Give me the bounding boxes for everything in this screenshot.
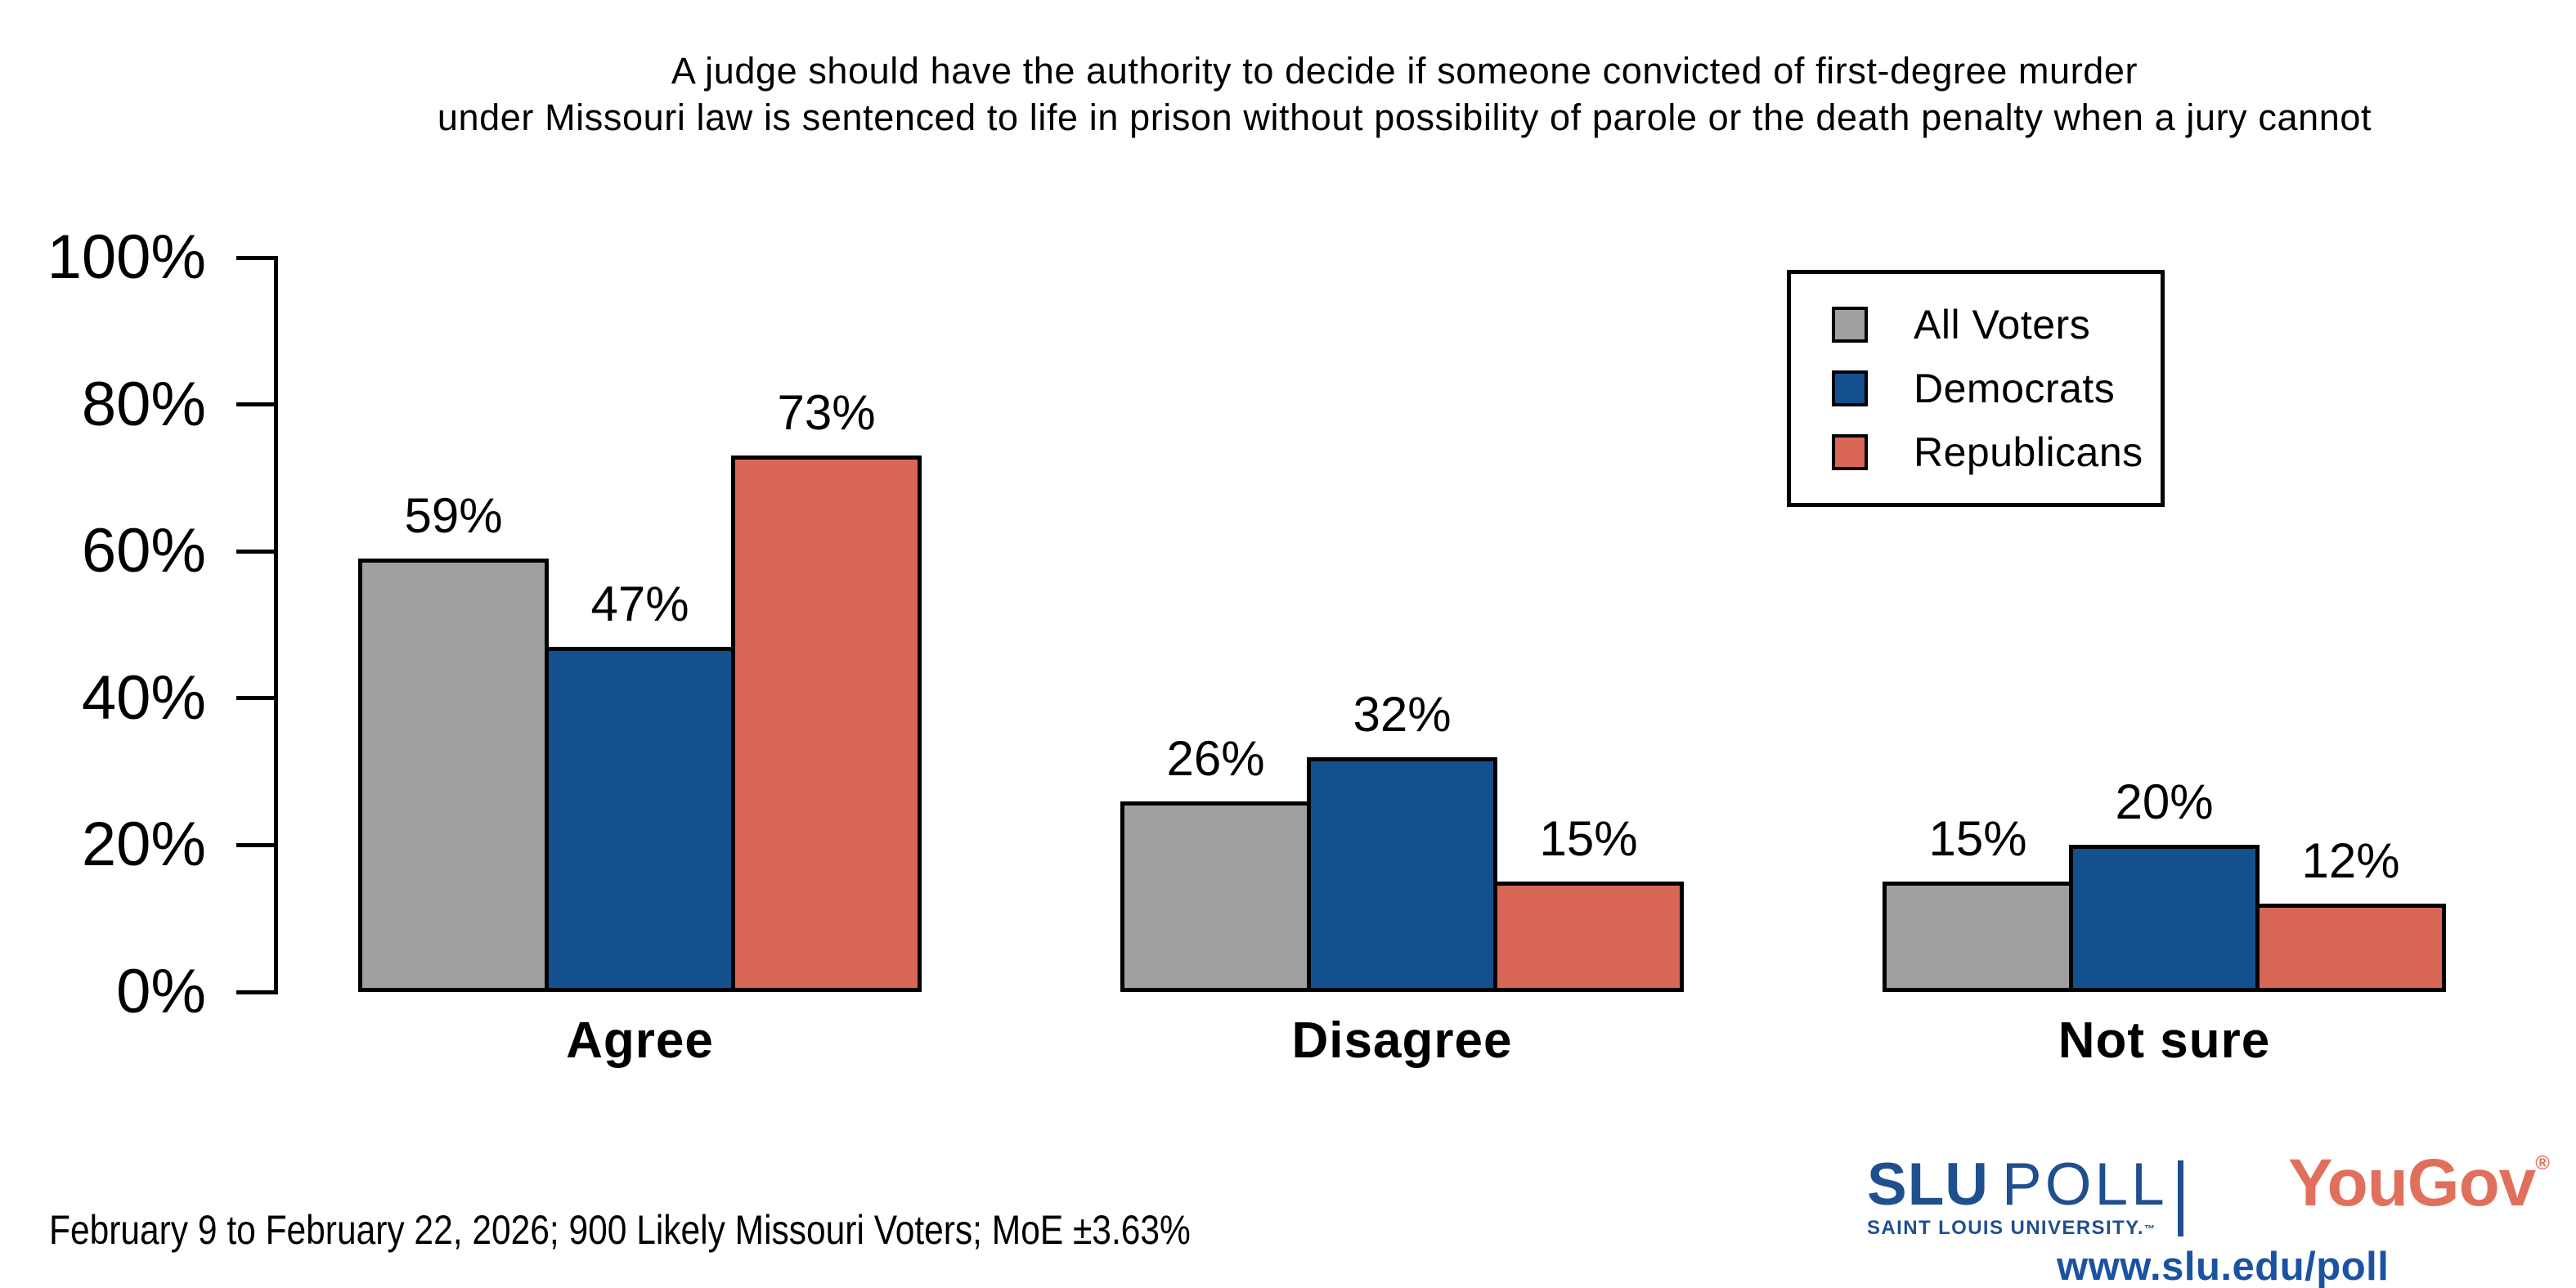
- y-axis-label-100: 100%: [47, 222, 206, 292]
- bar-all-voters-disagree: 26%: [1120, 734, 1311, 992]
- bar-democrats-disagree: 32%: [1307, 689, 1497, 992]
- bar-democrats-agree: 47%: [545, 579, 735, 992]
- legend-item-all-voters: All Voters: [1832, 304, 2161, 345]
- bar-republicans-not-sure: 12%: [2255, 836, 2446, 992]
- y-axis-label-20: 20%: [81, 810, 206, 880]
- yougov-logo: YouGov®: [2288, 1150, 2550, 1217]
- legend: All Voters Democrats Republicans: [1787, 270, 2165, 507]
- y-axis-line: [274, 255, 278, 994]
- category-label-agree: Agree: [566, 1012, 714, 1069]
- trademark-symbol: ™: [2143, 1223, 2156, 1235]
- bar-value-democrats-agree: 47%: [590, 577, 689, 631]
- y-axis-label-40: 40%: [81, 662, 206, 733]
- slu-logo-text: SLU: [1867, 1151, 1989, 1218]
- bar-republicans-agree: 73%: [731, 388, 922, 992]
- bar-value-democrats-disagree: 32%: [1353, 687, 1452, 742]
- y-axis-label-80: 80%: [81, 369, 206, 439]
- bar-value-all-voters-agree: 59%: [404, 488, 503, 543]
- bar-value-republicans-agree: 73%: [777, 385, 876, 440]
- y-axis-tick-80: [236, 402, 274, 407]
- legend-swatch-all-voters: [1832, 307, 1868, 343]
- registered-symbol: ®: [2535, 1152, 2550, 1174]
- y-axis-tick-40: [236, 696, 274, 701]
- legend-item-republicans: Republicans: [1832, 432, 2161, 473]
- category-label-not-sure: Not sure: [2058, 1012, 2271, 1069]
- category-label-disagree: Disagree: [1291, 1012, 1513, 1069]
- y-axis-tick-20: [236, 842, 274, 847]
- bar-republicans-disagree: 15%: [1493, 814, 1684, 992]
- y-axis-tick-100: [236, 255, 274, 260]
- legend-swatch-democrats: [1832, 370, 1868, 406]
- legend-label-republicans: Republicans: [1914, 429, 2143, 475]
- bar-all-voters-not-sure: 15%: [1883, 814, 2073, 992]
- legend-label-all-voters: All Voters: [1914, 302, 2091, 348]
- saint-louis-university-label: SAINT LOUIS UNIVERSITY.: [1867, 1217, 2144, 1239]
- bar-democrats-not-sure: 20%: [2069, 777, 2260, 992]
- y-axis-tick-0: [236, 990, 274, 994]
- yougov-logo-text: YouGov: [2288, 1146, 2536, 1220]
- logo-divider: [2178, 1160, 2183, 1236]
- bar-value-republicans-not-sure: 12%: [2301, 833, 2400, 888]
- legend-item-democrats: Democrats: [1832, 368, 2161, 409]
- slu-poll-url: www.slu.edu/poll: [2057, 1245, 2390, 1288]
- bar-value-all-voters-disagree: 26%: [1166, 731, 1265, 786]
- legend-label-democrats: Democrats: [1914, 366, 2116, 411]
- bar-all-voters-agree: 59%: [358, 491, 549, 992]
- bar-value-republicans-disagree: 15%: [1539, 811, 1638, 866]
- y-axis-label-60: 60%: [81, 516, 206, 586]
- y-axis-label-0: 0%: [116, 957, 206, 1026]
- chart-title-line1: A judge should have the authority to dec…: [671, 50, 2138, 92]
- slu-poll-logo: SLU POLL: [1867, 1155, 2168, 1214]
- footer-note: February 9 to February 22, 2026; 900 Lik…: [49, 1207, 1191, 1253]
- y-axis-tick-60: [236, 549, 274, 554]
- chart-title: A judge should have the authority to dec…: [233, 47, 2576, 141]
- poll-logo-text: POLL: [2002, 1151, 2168, 1218]
- chart-title-line2: under Missouri law is sentenced to life …: [437, 96, 2372, 138]
- bar-value-all-voters-not-sure: 15%: [1928, 811, 2027, 866]
- bar-value-democrats-not-sure: 20%: [2115, 774, 2214, 829]
- legend-swatch-republicans: [1832, 434, 1868, 470]
- saint-louis-university-text: SAINT LOUIS UNIVERSITY.™: [1867, 1217, 2156, 1240]
